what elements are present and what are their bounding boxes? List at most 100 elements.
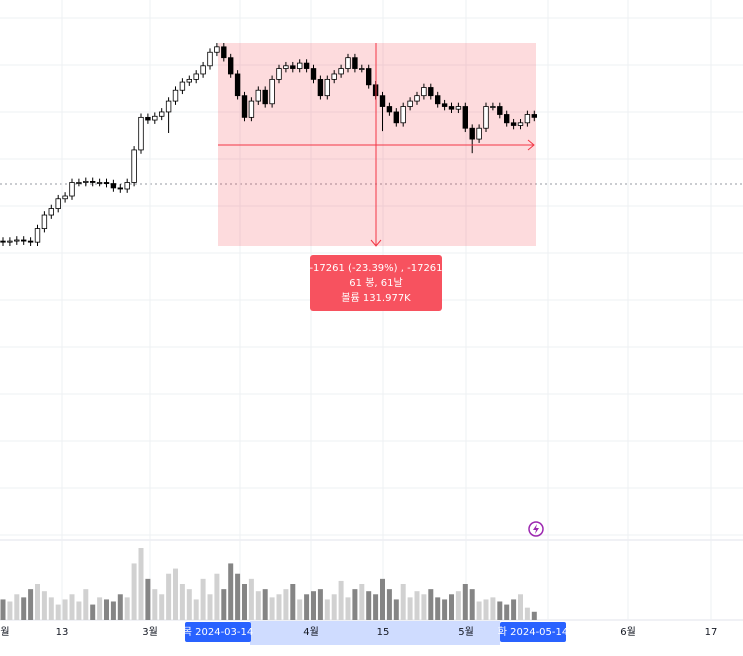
candle-body (324, 78, 330, 97)
volume-bar (269, 597, 275, 620)
x-tick-label: 5월 (458, 626, 474, 638)
volume-bar (97, 597, 103, 620)
volume-bar (28, 589, 34, 620)
candle-body (152, 115, 158, 121)
candle-body (214, 46, 220, 53)
volume-bar (214, 573, 220, 620)
candle-body (393, 111, 399, 124)
candle-body (428, 87, 434, 97)
volume-bar (117, 594, 123, 620)
candle-body (317, 78, 324, 97)
measure-text: 볼륨 131.977K (341, 292, 411, 304)
candle-body (27, 240, 34, 243)
x-tick-label: 13 (56, 627, 69, 638)
date-label-bg (500, 622, 566, 642)
candle-body (179, 81, 186, 91)
candle-body (255, 89, 261, 102)
volume-bar (21, 597, 27, 620)
x-tick-label: 17 (705, 627, 718, 638)
candle-body (359, 68, 365, 70)
candle-body (48, 208, 54, 216)
volume-bar (62, 599, 68, 620)
volume-bar (186, 589, 192, 620)
candle-body (41, 214, 48, 229)
date-label-bg (185, 622, 251, 642)
volume-bar (428, 589, 434, 620)
candle-body (476, 127, 482, 140)
volume-bar (483, 599, 489, 620)
volume-bar (469, 589, 475, 620)
volume-bar (90, 604, 96, 620)
volume-bar (124, 597, 130, 620)
arrow-head (370, 239, 382, 247)
volume-bar (152, 589, 158, 620)
candle-body (131, 149, 137, 183)
volume-bar (235, 573, 241, 620)
volume-bar (373, 594, 379, 620)
volume-bar (200, 578, 206, 620)
candle-body (448, 106, 455, 110)
candle-body (262, 89, 268, 105)
candle-body (483, 106, 489, 129)
candle-body (221, 46, 227, 59)
volume-bar (497, 601, 503, 620)
candle-body (400, 106, 406, 124)
candle-body (69, 182, 75, 197)
volume-bar (262, 589, 268, 620)
candle-body (296, 62, 303, 69)
volume-bar (407, 597, 413, 620)
candle-body (421, 87, 427, 97)
volume-bar (179, 584, 185, 620)
x-tick-label: 6월 (620, 626, 636, 638)
volume-bar (366, 591, 372, 620)
candle-body (531, 114, 537, 118)
candle-body (269, 78, 275, 105)
volume-bar (248, 578, 254, 620)
candle-body (158, 111, 165, 117)
volume-bar (145, 578, 151, 620)
volume-bar (393, 599, 399, 620)
candle-body (331, 73, 337, 80)
volume-bar (476, 601, 482, 620)
volume-bar (504, 604, 510, 620)
volume-bar (400, 584, 406, 620)
measure-text: -17261 (-23.39%) , -17261 (309, 263, 442, 274)
volume-bar (69, 594, 75, 620)
candle-body (386, 106, 393, 113)
candle-body (524, 114, 531, 124)
x-tick-label: 3월 (142, 626, 158, 638)
volume-bar (193, 599, 199, 620)
volume-bar (76, 601, 82, 620)
candle-body (14, 239, 20, 242)
candle-body (76, 182, 82, 184)
volume-bar (352, 589, 358, 620)
candle-body (103, 182, 110, 184)
volume-bar (338, 580, 344, 620)
volume-bar (131, 563, 137, 620)
candle-body (414, 95, 420, 102)
candle-body (207, 51, 213, 67)
candle-body (0, 240, 6, 243)
volume-bar (490, 597, 496, 620)
volume-bar (421, 594, 427, 620)
date-label: 목 2024-03-14 (183, 626, 254, 638)
measure-text: 61 봉, 61날 (349, 277, 402, 289)
candle-body (172, 89, 179, 102)
volume-bar (531, 611, 537, 620)
axis-selection (250, 621, 500, 645)
candle-body (338, 68, 344, 75)
icon (528, 521, 544, 537)
volume-bar (83, 589, 89, 620)
candle-body (117, 187, 123, 190)
volume-bar (283, 589, 289, 620)
candle-body (283, 65, 289, 69)
volume-bar (242, 584, 247, 620)
candle-body (290, 65, 296, 69)
candle-body (62, 195, 68, 200)
candle-body (497, 106, 503, 115)
volume-bar (455, 591, 461, 620)
candle-body (7, 240, 13, 243)
candle-body (83, 180, 89, 183)
volume-bar (0, 599, 6, 620)
